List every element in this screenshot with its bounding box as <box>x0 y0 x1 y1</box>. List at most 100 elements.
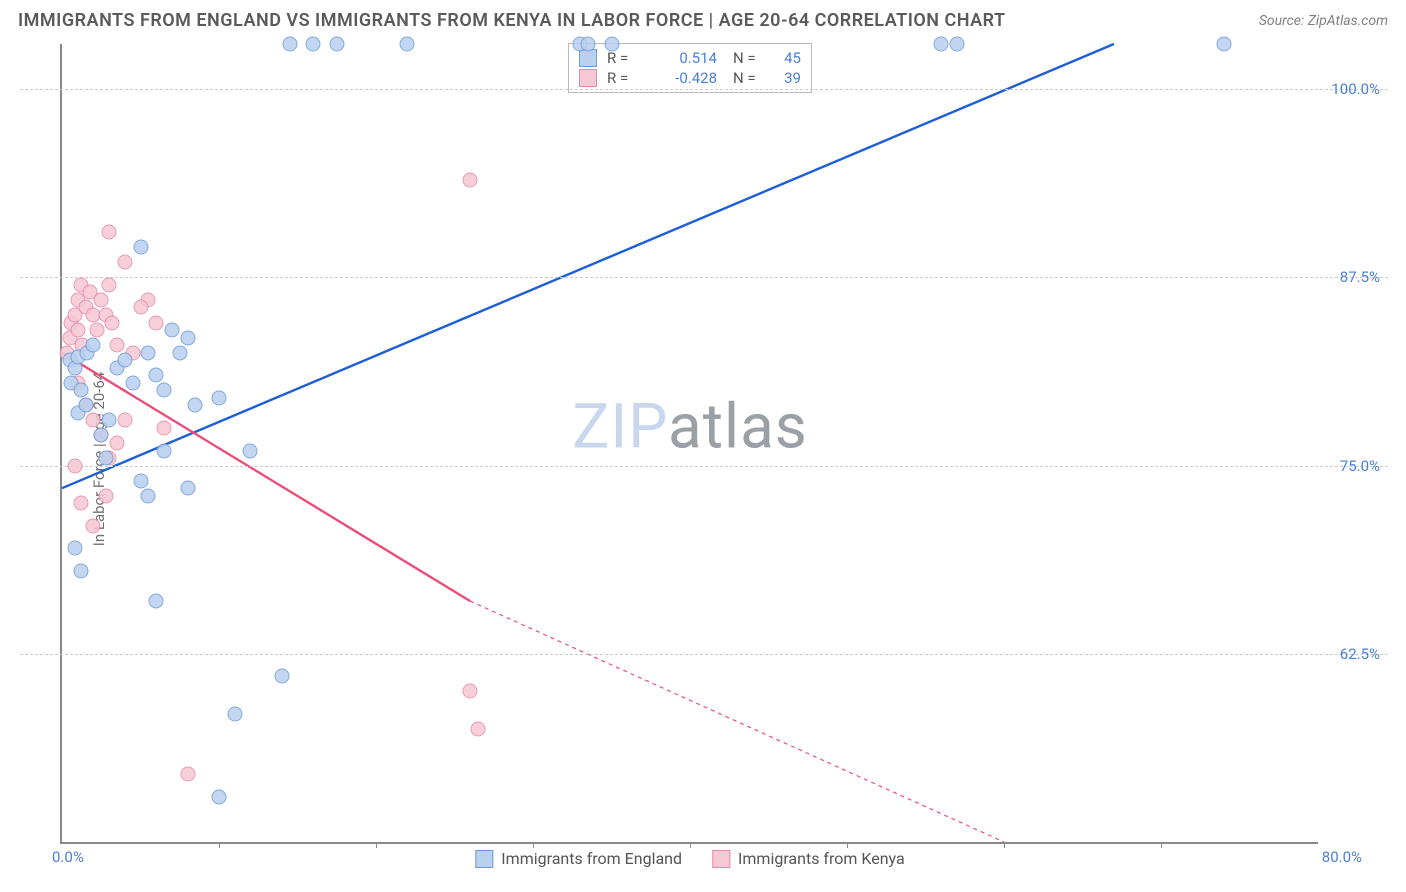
legend-r-label-england: R = <box>607 49 641 67</box>
x-axis-tick-left: 0.0% <box>52 848 84 866</box>
y-axis-tick-label: 62.5% <box>1340 645 1380 663</box>
data-point-kenya <box>67 458 82 473</box>
data-point-england <box>73 383 88 398</box>
data-point-kenya <box>117 255 132 270</box>
data-point-england <box>94 428 109 443</box>
data-point-england <box>67 541 82 556</box>
data-point-england <box>98 451 113 466</box>
data-point-england <box>141 345 156 360</box>
data-point-england <box>86 338 101 353</box>
data-point-kenya <box>102 277 117 292</box>
data-point-england <box>73 563 88 578</box>
data-point-england <box>133 473 148 488</box>
data-point-england <box>180 481 195 496</box>
data-point-england <box>306 37 321 52</box>
chart-area: In Labor Force | Age 20-64 ZIPatlas R = … <box>18 44 1388 874</box>
x-axis-tickmark <box>1161 842 1162 848</box>
data-point-england <box>212 789 227 804</box>
y-axis-tick-label: 100.0% <box>1331 80 1380 98</box>
x-axis-tick-right: 80.0% <box>1322 848 1362 866</box>
x-axis-tickmark <box>533 842 534 848</box>
legend-item-england: Immigrants from England <box>475 849 682 868</box>
data-point-kenya <box>102 225 117 240</box>
chart-header: IMMIGRANTS FROM ENGLAND VS IMMIGRANTS FR… <box>0 0 1406 37</box>
data-point-england <box>949 37 964 52</box>
y-axis-tick-label: 75.0% <box>1340 457 1380 475</box>
data-point-england <box>117 353 132 368</box>
x-axis-tickmark <box>1004 842 1005 848</box>
legend-r-value-england: 0.514 <box>645 49 717 67</box>
data-point-england <box>212 390 227 405</box>
legend-label-england: Immigrants from England <box>501 849 682 868</box>
data-point-kenya <box>109 436 124 451</box>
legend-swatch-kenya-icon <box>712 850 730 868</box>
data-point-england <box>149 368 164 383</box>
x-axis-tickmark <box>690 842 691 848</box>
gridline-horizontal <box>20 466 1388 467</box>
x-axis-tickmark <box>219 842 220 848</box>
data-point-kenya <box>70 323 85 338</box>
data-point-kenya <box>94 292 109 307</box>
legend-swatch-england-icon <box>579 49 597 67</box>
plot-region: ZIPatlas R = 0.514 N = 45 R = -0.428 N =… <box>60 44 1318 844</box>
data-point-england <box>125 375 140 390</box>
gridline-horizontal <box>20 654 1388 655</box>
data-point-kenya <box>73 496 88 511</box>
x-axis-tickmark <box>847 842 848 848</box>
data-point-england <box>133 240 148 255</box>
data-point-kenya <box>86 518 101 533</box>
legend-stats-row-kenya: R = -0.428 N = 39 <box>579 68 801 88</box>
legend-swatch-england-icon <box>475 850 493 868</box>
chart-source: Source: ZipAtlas.com <box>1259 13 1388 29</box>
data-point-kenya <box>105 315 120 330</box>
data-point-england <box>172 345 187 360</box>
legend-n-value-england: 45 <box>771 49 801 67</box>
data-point-england <box>164 323 179 338</box>
data-point-kenya <box>86 413 101 428</box>
watermark-part2: atlas <box>668 391 808 464</box>
data-point-england <box>188 398 203 413</box>
data-point-kenya <box>98 488 113 503</box>
data-point-england <box>604 37 619 52</box>
data-point-kenya <box>463 172 478 187</box>
data-point-kenya <box>157 420 172 435</box>
gridline-horizontal <box>20 277 1388 278</box>
legend-label-kenya: Immigrants from Kenya <box>738 849 905 868</box>
legend-n-value-kenya: 39 <box>771 69 801 87</box>
legend-series: Immigrants from England Immigrants from … <box>475 849 904 868</box>
data-point-england <box>180 330 195 345</box>
y-axis-tick-label: 87.5% <box>1340 268 1380 286</box>
data-point-england <box>580 37 595 52</box>
data-point-england <box>78 398 93 413</box>
data-point-kenya <box>180 767 195 782</box>
x-axis-tickmark <box>376 842 377 848</box>
data-point-kenya <box>133 300 148 315</box>
data-point-england <box>1216 37 1231 52</box>
data-point-kenya <box>471 722 486 737</box>
data-point-kenya <box>149 315 164 330</box>
legend-n-label-kenya: N = <box>733 69 767 87</box>
chart-title: IMMIGRANTS FROM ENGLAND VS IMMIGRANTS FR… <box>18 10 1006 31</box>
data-point-england <box>102 413 117 428</box>
data-point-england <box>329 37 344 52</box>
legend-swatch-kenya-icon <box>579 69 597 87</box>
data-point-england <box>274 669 289 684</box>
data-point-kenya <box>463 684 478 699</box>
data-point-kenya <box>89 323 104 338</box>
legend-item-kenya: Immigrants from Kenya <box>712 849 905 868</box>
data-point-england <box>934 37 949 52</box>
data-point-kenya <box>109 338 124 353</box>
data-point-england <box>157 443 172 458</box>
gridline-horizontal <box>20 89 1388 90</box>
watermark: ZIPatlas <box>572 391 808 464</box>
legend-r-value-kenya: -0.428 <box>645 69 717 87</box>
data-point-kenya <box>117 413 132 428</box>
data-point-england <box>243 443 258 458</box>
data-point-england <box>400 37 415 52</box>
watermark-part1: ZIP <box>572 391 668 464</box>
legend-r-label-kenya: R = <box>607 69 641 87</box>
data-point-england <box>141 488 156 503</box>
data-point-england <box>282 37 297 52</box>
data-point-england <box>149 594 164 609</box>
legend-n-label-england: N = <box>733 49 767 67</box>
